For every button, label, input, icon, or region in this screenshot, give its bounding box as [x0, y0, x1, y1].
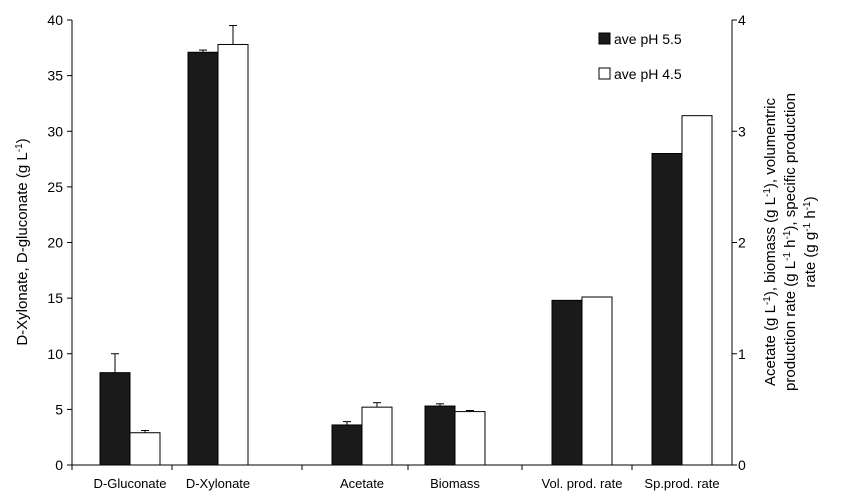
right-axis-title-superscript: -1: [782, 230, 793, 239]
left-axis-ticks: 0 5 10 15 20 25 30 35 40: [47, 12, 72, 473]
right-axis-title-superscript: -1: [802, 201, 813, 210]
right-axis-title-line: Acetate (g L-1), biomass (g L-1), volume…: [762, 98, 780, 386]
right-axis-title-text: ): [802, 196, 819, 201]
right-axis-title-text: Acetate (g L: [762, 305, 779, 386]
left-tick-label: 0: [55, 457, 63, 473]
right-axis-title-superscript: -1: [802, 222, 813, 231]
left-tick-label: 10: [47, 346, 63, 362]
right-axis-title-text: ), volumentric: [762, 98, 779, 189]
bar: [581, 296, 613, 466]
x-category-label: Acetate: [340, 476, 384, 491]
legend-swatch: [598, 32, 611, 45]
x-category-label: D-Xylonate: [186, 476, 250, 491]
x-category-label: Biomass: [430, 476, 480, 491]
right-axis-title-superscript: -1: [782, 252, 793, 261]
x-category-label: Vol. prod. rate: [542, 476, 623, 491]
bar: [99, 372, 131, 466]
right-tick-label: 4: [738, 12, 746, 28]
left-axis-title-superscript: -1: [14, 143, 25, 152]
right-axis-title-text: production rate (g L: [782, 261, 799, 391]
right-axis-title-text: rate (g g: [802, 232, 819, 288]
right-tick-label: 0: [738, 457, 746, 473]
left-axis-group: 0 5 10 15 20 25 30 35 40 D-Xylonate, D-gluconate…: [14, 12, 73, 473]
right-axis-title-line: rate (g g-1 h-1): [802, 196, 820, 287]
bars-group: [99, 43, 713, 466]
left-axis-title-line: D-Xylonate, D-gluconate (g L-1): [14, 138, 32, 345]
left-tick-label: 30: [47, 123, 63, 139]
left-tick-label: 25: [47, 179, 63, 195]
right-axis-title-text: ), biomass (g L: [762, 197, 779, 296]
left-tick-label: 40: [47, 12, 63, 28]
bar: [681, 115, 713, 466]
x-axis-ticks: [71, 465, 633, 470]
x-axis-group: D-Gluconate D-Xylonate Acetate Biomass Vol. …: [71, 464, 732, 491]
right-axis-title-superscript: -1: [762, 188, 773, 197]
left-axis-title-text: D-Xylonate, D-gluconate (g L: [14, 152, 31, 345]
right-axis-title-text: h: [802, 210, 819, 223]
bar: [129, 432, 161, 466]
error-bars-group: [111, 25, 474, 433]
right-axis-title-line: production rate (g L-1 h-1), specific pr…: [782, 93, 800, 391]
bar: [217, 43, 249, 466]
bar: [454, 411, 486, 466]
bar: [551, 299, 583, 466]
x-category-label: Sp.prod. rate: [644, 476, 719, 491]
bar: [361, 406, 393, 466]
left-tick-label: 35: [47, 68, 63, 84]
bar: [424, 405, 456, 466]
right-tick-label: 1: [738, 346, 746, 362]
legend-label: ave pH 4.5: [614, 66, 682, 82]
bar: [651, 153, 683, 466]
right-axis-title: Acetate (g L-1), biomass (g L-1), volume…: [762, 93, 820, 391]
right-axis-title-text: ), specific production: [782, 93, 799, 231]
bar: [331, 424, 363, 466]
legend: ave pH 5.5 ave pH 4.5: [598, 31, 682, 82]
legend-label: ave pH 5.5: [614, 31, 682, 47]
left-tick-label: 20: [47, 235, 63, 251]
right-tick-label: 2: [738, 235, 746, 251]
x-category-label: D-Gluconate: [94, 476, 167, 491]
right-axis-ticks: 0 1 2 3 4: [732, 12, 746, 473]
left-tick-label: 5: [55, 401, 63, 417]
right-axis-title-text: h: [782, 239, 799, 252]
left-axis-title: D-Xylonate, D-gluconate (g L-1): [14, 138, 32, 345]
right-tick-label: 3: [738, 123, 746, 139]
x-axis-labels: D-Gluconate D-Xylonate Acetate Biomass Vol. …: [94, 476, 720, 491]
legend-swatch: [598, 67, 611, 80]
bar: [187, 51, 219, 466]
right-axis-title-superscript: -1: [762, 296, 773, 305]
left-axis-title-text: ): [14, 138, 31, 143]
left-tick-label: 15: [47, 290, 63, 306]
